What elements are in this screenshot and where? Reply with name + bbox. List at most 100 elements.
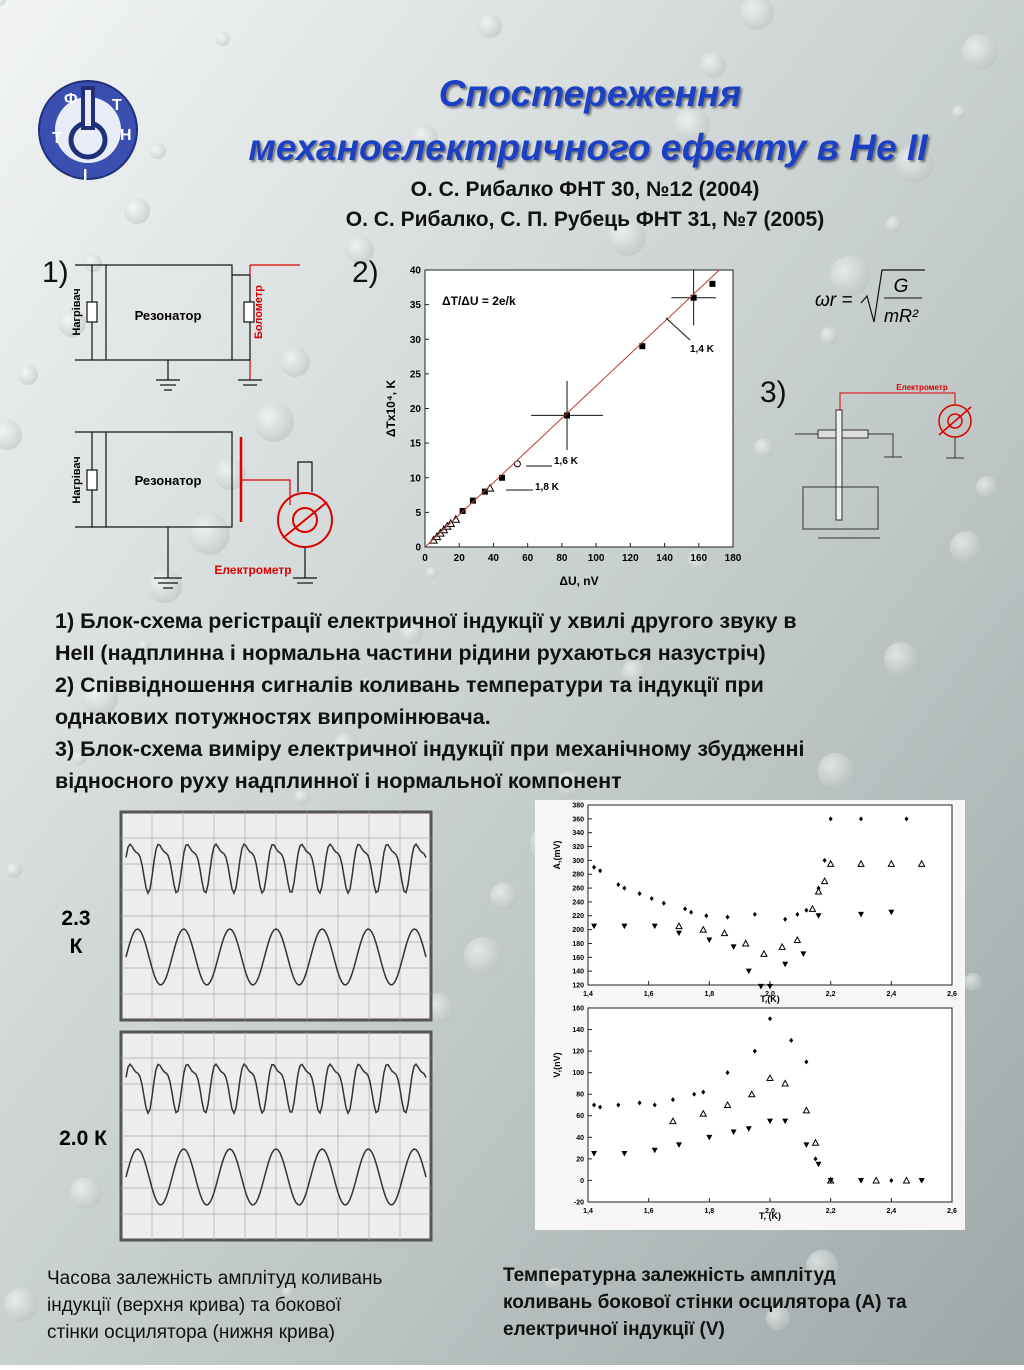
x-tick-label: 2,4: [886, 1208, 896, 1215]
x-tick-label: 80: [556, 553, 568, 564]
formula-root: [860, 269, 925, 323]
point: [637, 891, 642, 897]
y-axis-label: V,(nV): [552, 1052, 562, 1077]
logo-letter: І: [83, 167, 87, 184]
background-dot: [952, 105, 966, 119]
point: [768, 1016, 772, 1022]
x-axis-label: ΔU, nV: [559, 574, 598, 588]
point: [675, 922, 683, 930]
panel-label: 2): [352, 256, 379, 289]
reference: О. С. Рибалко, С. П. Рубець ФНТ 31, №7 (…: [346, 208, 824, 231]
y-tick-label: 360: [572, 816, 584, 823]
background-dot: [412, 125, 438, 151]
background-dot: [426, 567, 438, 579]
y-tick-label: 35: [410, 300, 422, 311]
x-tick-label: 1,6: [644, 991, 654, 998]
x-tick-label: 1,8: [704, 1208, 714, 1215]
point: [451, 514, 461, 523]
point: [706, 937, 713, 943]
x-tick-label: 140: [656, 553, 673, 564]
bottom-caption: коливань бокової стінки осцилятора (А) т…: [503, 1292, 907, 1313]
y-tick-label: 25: [410, 369, 422, 380]
x-tick-label: 1,4: [583, 991, 593, 998]
point: [669, 1117, 677, 1125]
x-tick-label: 2,0: [765, 1208, 775, 1215]
x-axis-label: T, (K): [759, 1211, 781, 1221]
y-tick-label: 340: [572, 830, 584, 837]
background-dot: [608, 218, 646, 256]
x-tick-label: 180: [725, 553, 742, 564]
caption-line: однакових потужностях випромінювача.: [55, 705, 491, 729]
y-tick-label: 0: [580, 1178, 584, 1185]
bolometer-label: Болометр: [253, 285, 265, 339]
logo: Ф Т Н Т І: [38, 80, 138, 184]
point: [564, 412, 571, 419]
background-dot: [70, 1177, 102, 1209]
heater-label: Нагрівач: [71, 288, 83, 335]
y-tick-label: 260: [572, 886, 584, 893]
oscillogram-trace: [125, 842, 427, 896]
y-tick-label: 180: [572, 941, 584, 948]
background-dot: [346, 236, 374, 264]
panel-label: 3): [760, 376, 787, 409]
diagram-3: [795, 392, 972, 539]
y-tick-label: 5: [415, 508, 421, 519]
point: [689, 909, 694, 915]
title-line: Спостереження: [439, 73, 742, 114]
oscillograms: [119, 810, 433, 1242]
annotation: 1,4 K: [690, 344, 715, 355]
background-dot: [0, 420, 22, 450]
point: [826, 859, 835, 867]
point: [651, 1147, 658, 1154]
heater-label: Нагрівач: [71, 456, 83, 503]
point: [795, 911, 800, 917]
point: [730, 944, 737, 950]
point: [813, 1156, 818, 1162]
point: [752, 1048, 757, 1054]
y-tick-label: 10: [410, 473, 422, 484]
point: [652, 1102, 657, 1108]
background-dot: [282, 1286, 294, 1298]
point: [781, 1079, 790, 1087]
reference: О. С. Рибалко ФНТ 30, №12 (2004): [411, 178, 760, 201]
background-dot: [72, 751, 86, 765]
point: [741, 939, 750, 947]
point: [513, 460, 521, 468]
background-dot: [886, 216, 902, 232]
point: [815, 913, 822, 919]
background-dot: [0, 0, 6, 6]
caption-line: відносного руху надплинної і нормальної …: [55, 769, 622, 793]
background-dot: [556, 771, 582, 797]
electrometer-label: Електрометр: [214, 563, 291, 577]
point: [745, 968, 752, 975]
background-dot: [820, 327, 838, 345]
point: [730, 1129, 737, 1135]
x-tick-label: 0: [422, 553, 428, 564]
point: [683, 906, 688, 912]
x-tick-label: 40: [488, 553, 500, 564]
bottom-caption: Температурна залежність амплітуд: [503, 1265, 836, 1286]
diagram-1: [75, 264, 333, 589]
point: [808, 904, 817, 912]
point: [767, 983, 773, 990]
logo-letter: Н: [120, 127, 132, 144]
background-dot: [138, 640, 150, 652]
point: [757, 983, 764, 990]
point: [789, 1037, 794, 1043]
background-dot: [216, 32, 230, 46]
y-tick-label: 280: [572, 872, 584, 879]
x-tick-label: 1,8: [704, 991, 714, 998]
y-tick-label: 160: [572, 1005, 584, 1012]
y-tick-label: 30: [410, 335, 422, 346]
background-dot: [622, 660, 646, 684]
background-dot: [4, 1288, 38, 1322]
point: [701, 1089, 706, 1095]
background-dot: [674, 107, 710, 143]
point: [858, 911, 864, 918]
background-dot: [896, 145, 934, 183]
point: [828, 816, 833, 822]
point: [591, 1151, 598, 1157]
y-tick-label: 100: [572, 1070, 584, 1077]
y-tick-label: 140: [572, 1027, 584, 1034]
